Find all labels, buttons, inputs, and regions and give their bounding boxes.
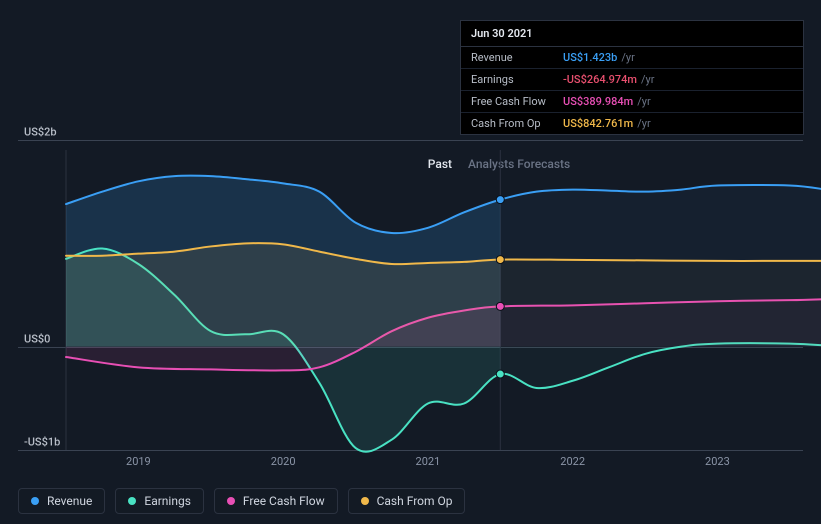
tooltip-row-name: Earnings: [471, 73, 563, 86]
x-axis-label: 2021: [416, 455, 441, 468]
x-axis-label: 2022: [560, 455, 585, 468]
tooltip-row-value: -US$264.974m: [563, 73, 637, 86]
tooltip-row-value: US$389.984m: [563, 95, 633, 108]
legend-item-revenue[interactable]: Revenue: [18, 488, 105, 514]
legend: Revenue Earnings Free Cash Flow Cash From O…: [18, 488, 465, 514]
tooltip-row-unit: /yr: [641, 73, 654, 86]
tooltip-row-value: US$842.761m: [563, 117, 633, 130]
tooltip-date: Jun 30 2021: [461, 21, 803, 47]
marker-fcf: [496, 302, 504, 310]
tooltip-row: Earnings-US$264.974m/yr: [461, 69, 803, 91]
legend-label: Cash From Op: [377, 494, 453, 508]
marker-cfo: [496, 256, 504, 264]
tooltip-row-unit: /yr: [637, 95, 650, 108]
legend-dot-icon: [361, 497, 369, 505]
tooltip-row-name: Cash From Op: [471, 117, 563, 130]
marker-revenue: [496, 196, 504, 204]
x-axis-label: 2023: [705, 455, 730, 468]
x-axis-label: 2020: [271, 455, 296, 468]
legend-dot-icon: [31, 497, 39, 505]
tooltip-row-unit: /yr: [621, 51, 634, 64]
tooltip-row-value: US$1.423b: [563, 51, 617, 64]
tooltip-row-name: Free Cash Flow: [471, 95, 563, 108]
tooltip-row: Cash From OpUS$842.761m/yr: [461, 113, 803, 134]
tooltip-row: RevenueUS$1.423b/yr: [461, 47, 803, 69]
legend-dot-icon: [227, 497, 235, 505]
legend-item-earnings[interactable]: Earnings: [115, 488, 204, 514]
tooltip-row-unit: /yr: [637, 117, 650, 130]
legend-dot-icon: [128, 497, 136, 505]
x-axis-label: 2019: [126, 455, 151, 468]
legend-label: Earnings: [144, 494, 191, 508]
tooltip-row-name: Revenue: [471, 51, 563, 64]
legend-label: Revenue: [47, 494, 92, 508]
legend-label: Free Cash Flow: [243, 494, 325, 508]
tooltip-row: Free Cash FlowUS$389.984m/yr: [461, 91, 803, 113]
tooltip: Jun 30 2021 RevenueUS$1.423b/yrEarnings-…: [460, 20, 804, 135]
legend-item-fcf[interactable]: Free Cash Flow: [214, 488, 338, 514]
marker-earnings: [496, 370, 504, 378]
legend-item-cfo[interactable]: Cash From Op: [348, 488, 466, 514]
